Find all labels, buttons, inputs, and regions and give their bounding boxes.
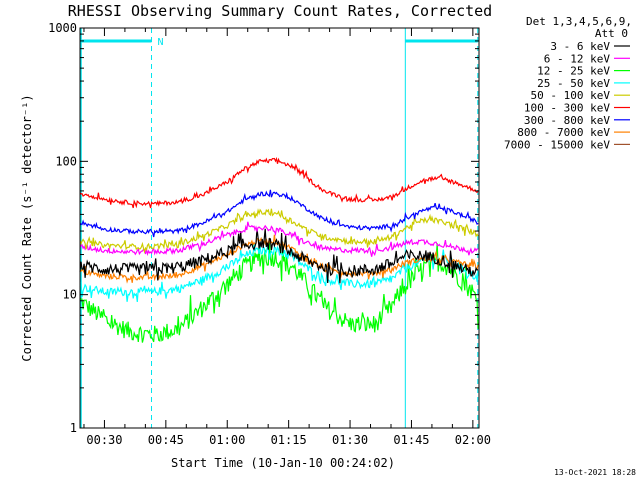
legend-header-line-1: Det 1,3,4,5,6,9, [526, 15, 632, 28]
x-tick-label-6: 02:00 [455, 433, 491, 447]
spacecraft-night-layer: N [80, 28, 479, 428]
y-tick-label-0: 1 [70, 421, 77, 435]
y-tick-label-2: 100 [55, 154, 77, 168]
series-line-25_50keV [79, 243, 479, 302]
x-tick-label-4: 01:30 [332, 433, 368, 447]
legend-label-0: 3 - 6 keV [550, 40, 610, 53]
chart-title: RHESSI Observing Summary Count Rates, Co… [68, 2, 492, 20]
legend-label-2: 12 - 25 keV [537, 65, 610, 78]
y-tick-label-3: 1000 [48, 21, 77, 35]
legend-label-3: 25 - 50 keV [537, 77, 610, 90]
plot-frame [79, 27, 480, 429]
series-layer [79, 156, 479, 343]
legend-label-5: 100 - 300 keV [524, 102, 610, 115]
series-line-300_800keV [79, 189, 479, 238]
legend-label-8: 7000 - 15000 keV [504, 138, 610, 151]
y-tick-label-1: 10 [63, 288, 77, 302]
x-tick-label-2: 01:00 [209, 433, 245, 447]
legend-label-4: 50 - 100 keV [531, 89, 611, 102]
series-line-12_25keV [79, 240, 479, 343]
legend-header-line-2: Att 0 [595, 27, 628, 40]
x-tick-label-0: 00:30 [86, 433, 122, 447]
series-line-3_6keV [79, 228, 479, 284]
x-tick-label-1: 00:45 [148, 433, 184, 447]
series-line-100_300keV [79, 156, 479, 209]
legend-label-1: 6 - 12 keV [544, 52, 611, 65]
x-axis: 00:30 00:45 01:00 01:15 01:30 01:45 02:00 [83, 28, 491, 447]
x-tick-label-3: 01:15 [271, 433, 307, 447]
x-tick-label-5: 01:45 [393, 433, 429, 447]
x-axis-label: Start Time (10-Jan-10 00:24:02) [171, 456, 395, 470]
y-axis-label: Corrected Count Rate (s⁻¹ detector⁻¹) [20, 94, 34, 361]
legend-label-7: 800 - 7000 keV [517, 126, 610, 139]
series-line-50_100keV [79, 208, 479, 254]
night-marker-label: N [158, 37, 164, 48]
footer-timestamp: 13-Oct-2021 18:28 [554, 468, 636, 477]
legend-label-6: 300 - 800 keV [524, 114, 610, 127]
